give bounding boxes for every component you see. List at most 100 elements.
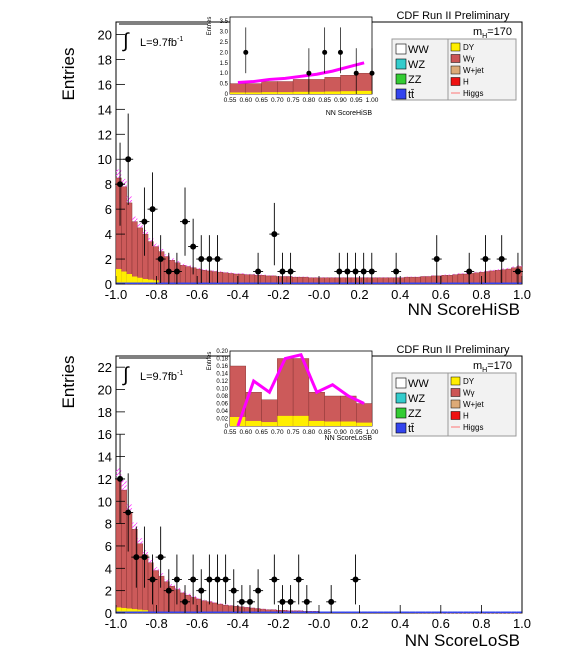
data-point: [198, 587, 205, 594]
baseline-bar: [484, 611, 490, 613]
data-point: [352, 576, 359, 583]
upper-y-ticks: 0 2 4 6 8 10 12 14 16 18 20: [98, 27, 125, 292]
legend-swatch: [395, 407, 407, 419]
y-tick-label: 16: [98, 77, 112, 92]
baseline-bar: [158, 611, 165, 613]
data-point: [328, 598, 335, 605]
lower-chart-title: CDF Run II Preliminary: [396, 344, 510, 356]
x-tick-label: -1.0: [105, 287, 127, 302]
baseline-bar: [169, 611, 175, 613]
baseline-bar: [126, 611, 133, 613]
baseline-bar: [511, 282, 517, 284]
baseline-bar: [169, 282, 175, 284]
stack-uncertainty: [489, 269, 496, 271]
stack-bar: [121, 489, 127, 614]
stack-bar: [126, 512, 133, 614]
stack-uncertainty: [319, 277, 325, 278]
lower-dy-band: [116, 607, 522, 613]
baseline-bar: [351, 611, 357, 613]
stack-uncertainty: [404, 276, 410, 278]
baseline-bar: [356, 282, 362, 284]
inset-x-tick-label: 0.95: [350, 97, 363, 104]
stack-bar: [185, 266, 191, 285]
data-point: [279, 268, 286, 275]
baseline-bar: [335, 611, 341, 613]
baseline-bar: [500, 611, 506, 613]
x-tick-label: -0.0: [308, 616, 330, 631]
inset-x-tick-label: 0.85: [318, 429, 331, 436]
stack-uncertainty: [511, 266, 517, 268]
stack-uncertainty: [441, 274, 448, 276]
baseline-bar: [302, 611, 309, 613]
inset-dy-bar: [245, 420, 262, 426]
baseline-bar: [372, 282, 378, 284]
inset-y-tick-label: 0.18: [216, 357, 228, 363]
legend-entry: DY: [463, 377, 475, 386]
legend-swatch: [450, 411, 461, 420]
baseline-bar: [319, 611, 325, 613]
upper-luminosity-label: L=9.7fb-1: [140, 36, 183, 49]
stack-uncertainty: [121, 178, 127, 187]
baseline-bar: [489, 282, 496, 284]
stack-uncertainty: [324, 277, 330, 278]
baseline-bar: [404, 611, 410, 613]
data-point: [271, 576, 278, 583]
baseline-bar: [468, 282, 474, 284]
baseline-bar: [302, 282, 309, 284]
baseline-bar: [356, 611, 362, 613]
baseline-bar: [164, 611, 170, 613]
data-point: [295, 576, 302, 583]
data-point: [393, 268, 400, 275]
legend-entry: Higgs: [463, 423, 483, 432]
baseline-bar: [126, 282, 133, 284]
legend-entry: WZ: [408, 393, 425, 405]
y-tick-label: 20: [98, 383, 112, 398]
baseline-bar: [324, 611, 330, 613]
stack-uncertainty: [308, 611, 314, 612]
baseline-bar: [383, 611, 389, 613]
legend-entry: WW: [408, 44, 429, 56]
stack-uncertainty: [238, 273, 245, 275]
inset-data-point: [243, 49, 249, 55]
baseline-bar: [489, 611, 496, 613]
stack-uncertainty: [367, 277, 373, 278]
stack-uncertainty: [276, 275, 282, 277]
baseline-bar: [457, 282, 464, 284]
x-tick-label: 0.8: [472, 287, 490, 302]
upper-integral-sign: ∫: [122, 30, 130, 52]
upper-inset-x-label: NN ScoreHiSB: [326, 110, 373, 117]
stack-uncertainty: [153, 243, 159, 247]
inset-y-tick-label: 0: [225, 92, 229, 98]
stack-uncertainty: [260, 274, 266, 276]
baseline-bar: [148, 611, 154, 613]
y-tick-label: 0: [105, 606, 112, 621]
legend-entry: WW: [408, 378, 429, 390]
baseline-bar: [463, 611, 469, 613]
baseline-bar: [185, 282, 191, 284]
stack-uncertainty: [164, 254, 170, 257]
baseline-bar: [463, 282, 469, 284]
stack-uncertainty: [180, 591, 186, 593]
lower-integral-sign: ∫: [122, 364, 130, 386]
stack-bar: [158, 575, 165, 614]
lower-x-ticks: -1.0 -0.8 -0.6 -0.4 -0.2 -0.0 0.2 0.4 0.6 0.8 1.0: [105, 605, 531, 631]
baseline-bar: [335, 282, 341, 284]
lower-y-ticks: 0 2 4 6 8 10 12 14 16 18 20 22: [98, 360, 125, 621]
baseline-bar: [388, 282, 394, 284]
data-point: [157, 256, 164, 263]
stack-uncertainty: [308, 277, 314, 278]
stack-uncertainty: [281, 275, 287, 277]
data-point: [157, 554, 164, 561]
stack-uncertainty: [457, 612, 464, 614]
data-point: [352, 268, 359, 275]
y-tick-label: 14: [98, 450, 112, 465]
baseline-bar: [399, 611, 405, 613]
baseline-bar: [222, 282, 229, 284]
stack-uncertainty: [137, 538, 143, 544]
stack-bar: [174, 589, 181, 614]
stack-uncertainty: [361, 277, 368, 278]
data-point: [214, 576, 221, 583]
stack-uncertainty: [468, 612, 474, 614]
baseline-bar: [415, 611, 421, 613]
data-point: [344, 268, 351, 275]
